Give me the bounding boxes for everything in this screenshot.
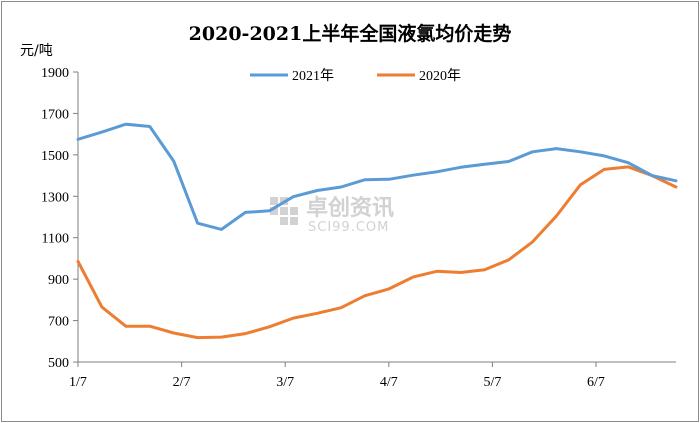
series-lines bbox=[76, 122, 678, 340]
legend-label: 2021年 bbox=[292, 68, 334, 84]
y-tick-label: 1100 bbox=[42, 232, 69, 247]
watermark: 卓创资讯 SCI99.COM bbox=[270, 196, 394, 235]
watermark-text-en: SCI99.COM bbox=[308, 220, 389, 235]
x-axis-ticks: 1/7 2/7 3/7 4/7 5/7 6/7 bbox=[69, 362, 605, 390]
y-axis-unit: 元/吨 bbox=[20, 43, 53, 59]
y-tick-label: 700 bbox=[48, 315, 69, 330]
legend: 2021年 2020年 bbox=[250, 68, 461, 84]
y-tick-label: 1500 bbox=[41, 149, 69, 164]
x-tick-label: 6/7 bbox=[587, 375, 605, 390]
x-tick-label: 5/7 bbox=[483, 375, 501, 390]
y-tick-label: 1300 bbox=[41, 190, 69, 205]
y-tick-label: 900 bbox=[48, 273, 69, 288]
x-tick-label: 4/7 bbox=[380, 375, 398, 390]
y-tick-label: 500 bbox=[48, 356, 69, 371]
x-tick-label: 2/7 bbox=[173, 375, 191, 390]
x-tick-label: 3/7 bbox=[276, 375, 294, 390]
legend-label: 2020年 bbox=[419, 68, 461, 84]
watermark-text-cn: 卓创资讯 bbox=[306, 196, 394, 221]
y-axis-ticks: 500 700 900 1100 1300 1500 1700 1900 bbox=[41, 66, 78, 371]
chart-title: 2020-2021上半年全国液氯均价走势 bbox=[189, 22, 512, 45]
x-tick-label: 1/7 bbox=[69, 375, 87, 390]
series-line-2021年 bbox=[76, 122, 678, 231]
y-tick-label: 1900 bbox=[41, 66, 69, 81]
series-line-2020年 bbox=[76, 165, 678, 340]
y-tick-label: 1700 bbox=[41, 107, 69, 122]
axes bbox=[77, 72, 676, 363]
